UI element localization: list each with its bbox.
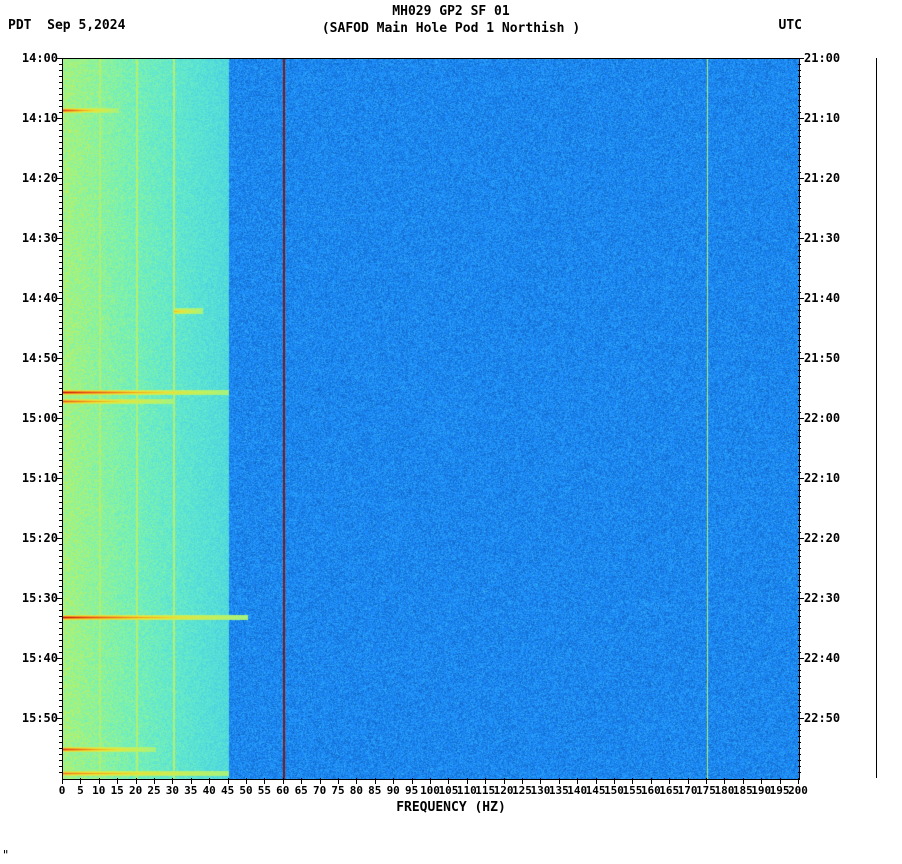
x-tick: 100 [420,784,440,797]
x-tick: 135 [549,784,569,797]
x-tick: 180 [714,784,734,797]
x-tick: 165 [659,784,679,797]
x-tick: 0 [59,784,66,797]
y-tick-right: 21:40 [804,291,854,305]
y-tick-left: 14:00 [8,51,58,65]
x-tick: 75 [331,784,344,797]
y-tick-right: 22:20 [804,531,854,545]
footer-char: " [2,848,9,862]
y-tick-left: 15:50 [8,711,58,725]
x-tick: 105 [438,784,458,797]
x-tick: 195 [770,784,790,797]
chart-title: MH029 GP2 SF 01 (SAFOD Main Hole Pod 1 N… [0,0,902,38]
side-line [876,58,877,778]
x-tick: 10 [92,784,105,797]
x-tick: 70 [313,784,326,797]
y-tick-right: 22:50 [804,711,854,725]
x-tick: 30 [166,784,179,797]
x-tick: 130 [530,784,550,797]
x-tick: 80 [350,784,363,797]
x-tick: 40 [203,784,216,797]
x-tick: 110 [457,784,477,797]
x-tick: 50 [239,784,252,797]
x-tick: 20 [129,784,142,797]
x-tick: 55 [258,784,271,797]
x-tick: 140 [567,784,587,797]
y-tick-left: 14:50 [8,351,58,365]
x-tick: 95 [405,784,418,797]
y-tick-right: 22:40 [804,651,854,665]
y-tick-left: 15:00 [8,411,58,425]
y-tick-right: 21:30 [804,231,854,245]
y-tick-left: 14:40 [8,291,58,305]
y-tick-right: 21:00 [804,51,854,65]
y-tick-left: 15:10 [8,471,58,485]
y-tick-left: 14:20 [8,171,58,185]
x-tick: 60 [276,784,289,797]
timezone-left-label: PDT Sep 5,2024 [8,18,125,33]
x-tick: 160 [641,784,661,797]
timezone-right-label: UTC [779,18,802,33]
y-tick-right: 22:10 [804,471,854,485]
y-tick-right: 21:50 [804,351,854,365]
x-tick: 115 [475,784,495,797]
spectrogram-plot [62,58,800,780]
x-tick: 5 [77,784,84,797]
y-tick-left: 14:30 [8,231,58,245]
x-tick: 85 [368,784,381,797]
y-tick-left: 15:30 [8,591,58,605]
x-tick: 175 [696,784,716,797]
x-tick: 170 [678,784,698,797]
x-tick: 145 [586,784,606,797]
x-tick: 90 [387,784,400,797]
x-tick: 155 [622,784,642,797]
x-tick: 120 [494,784,514,797]
y-tick-right: 22:30 [804,591,854,605]
x-tick: 185 [733,784,753,797]
y-tick-right: 22:00 [804,411,854,425]
x-tick: 190 [751,784,771,797]
y-tick-right: 21:20 [804,171,854,185]
x-tick: 45 [221,784,234,797]
y-tick-left: 15:40 [8,651,58,665]
y-tick-left: 14:10 [8,111,58,125]
x-tick: 15 [111,784,124,797]
spectrogram-canvas [63,59,799,779]
y-tick-left: 15:20 [8,531,58,545]
x-tick: 25 [147,784,160,797]
x-tick: 150 [604,784,624,797]
x-tick: 125 [512,784,532,797]
x-tick: 65 [295,784,308,797]
x-tick: 200 [788,784,808,797]
y-tick-right: 21:10 [804,111,854,125]
x-axis-label: FREQUENCY (HZ) [0,800,902,815]
x-tick: 35 [184,784,197,797]
